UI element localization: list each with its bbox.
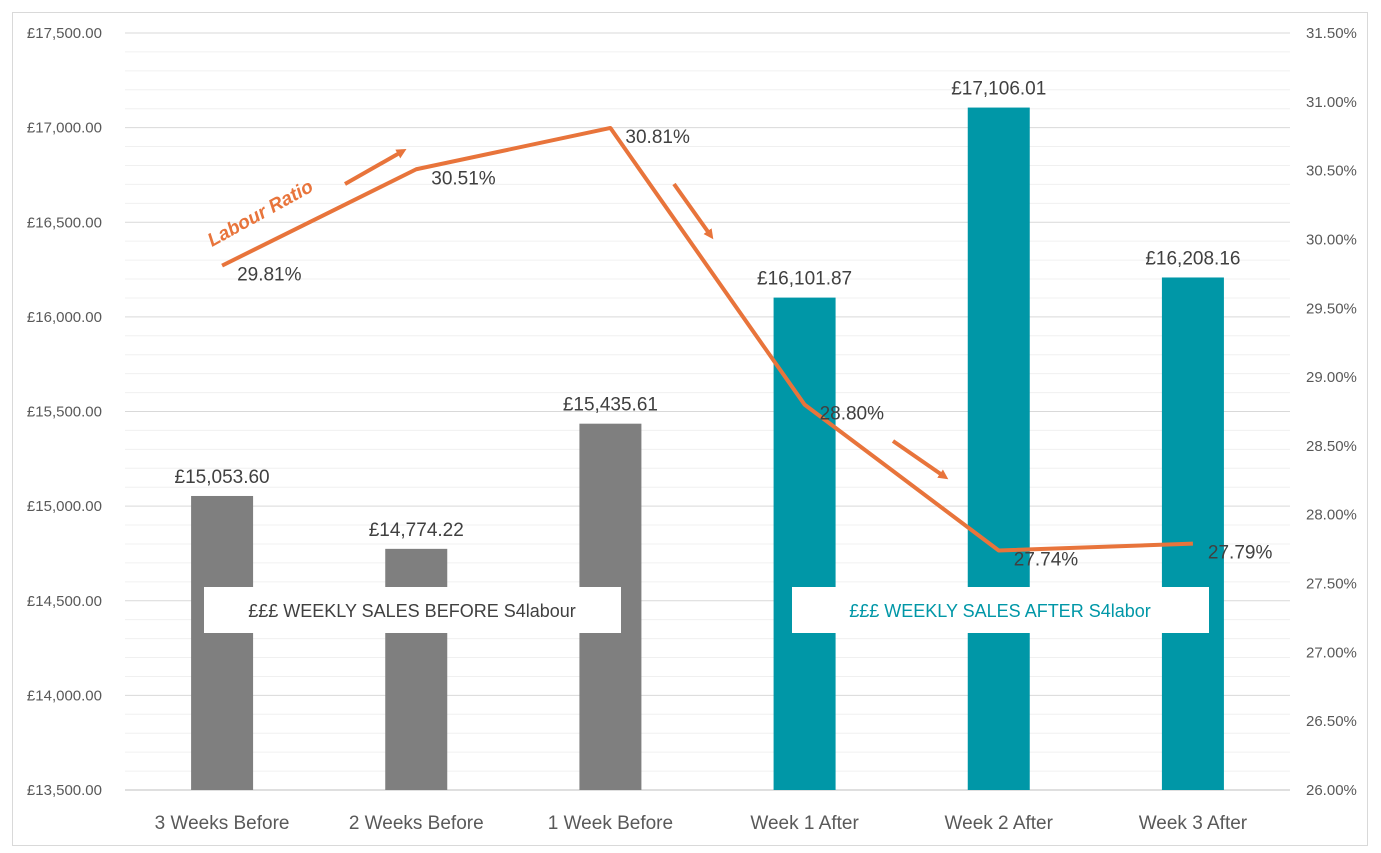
- x-category-label-2: 2 Weeks Before: [349, 813, 484, 834]
- bars-layer: [191, 107, 1224, 790]
- y-right-tick-label: 27.50%: [1306, 576, 1357, 593]
- x-category-label-5: Week 2 After: [945, 813, 1054, 834]
- after-box: [792, 587, 1209, 633]
- y-right-tick-label: 31.50%: [1306, 25, 1357, 42]
- line-value-label-1: 29.81%: [237, 265, 302, 286]
- line-value-label-4: 28.80%: [820, 404, 885, 425]
- labels-layer: £15,053.60 £14,774.22 £15,435.61 £16,101.87…: [175, 79, 1273, 571]
- labour-ratio-line: [221, 125, 1193, 553]
- x-category-label-3: 1 Week Before: [548, 813, 673, 834]
- trend-arrow-down-1: [672, 182, 714, 240]
- y-right-tick-label: 26.00%: [1306, 782, 1357, 799]
- y-left-tick-label: £15,500.00: [27, 404, 102, 421]
- y-left-tick-label: £17,000.00: [27, 120, 102, 137]
- y-left-tick-label: £17,500.00: [27, 25, 102, 42]
- bar-value-label-2: £14,774.22: [369, 520, 464, 541]
- line-value-label-6: 27.79%: [1208, 543, 1273, 564]
- y-left-tick-label: £14,000.00: [27, 687, 102, 704]
- line-value-label-3: 30.81%: [625, 127, 690, 148]
- y-left-tick-label: £16,500.00: [27, 214, 102, 231]
- line-value-label-2: 30.51%: [431, 168, 496, 189]
- x-category-label-1: 3 Weeks Before: [155, 813, 290, 834]
- bar-value-label-1: £15,053.60: [175, 467, 270, 488]
- y-left-tick-label: £16,000.00: [27, 309, 102, 326]
- bar-1: [191, 495, 254, 790]
- bar-2: [385, 548, 448, 790]
- x-category-label-6: Week 3 After: [1139, 813, 1248, 834]
- y-right-tick-label: 29.00%: [1306, 369, 1357, 386]
- y-left-tick-label: £14,500.00: [27, 593, 102, 610]
- bar-6: [1161, 277, 1224, 790]
- bar-5: [967, 107, 1030, 790]
- x-category-label-4: Week 1 After: [750, 813, 859, 834]
- y-right-tick-label: 28.50%: [1306, 438, 1357, 455]
- before-box: [204, 587, 621, 633]
- y-right-tick-label: 29.50%: [1306, 300, 1357, 317]
- bar-4: [773, 297, 836, 790]
- y-right-tick-label: 26.50%: [1306, 713, 1357, 730]
- y-left-tick-label: £15,000.00: [27, 498, 102, 515]
- trend-arrow-up: [344, 149, 407, 186]
- boxes-layer: £££ WEEKLY SALES BEFORE S4labour £££ WEE…: [204, 587, 1209, 633]
- trend-arrow-down-2: [891, 439, 949, 480]
- line-value-label-5: 27.74%: [1014, 550, 1079, 571]
- y-right-tick-label: 28.00%: [1306, 507, 1357, 524]
- bar-value-label-6: £16,208.16: [1145, 248, 1240, 269]
- chart-frame: [12, 12, 1368, 846]
- before-box-text: £££ WEEKLY SALES BEFORE S4labour: [248, 601, 576, 621]
- y-right-tick-label: 30.50%: [1306, 163, 1357, 180]
- y-right-tick-label: 27.00%: [1306, 644, 1357, 661]
- bar-value-label-4: £16,101.87: [757, 269, 852, 290]
- line-layer: [221, 125, 1193, 553]
- y-right-tick-label: 30.00%: [1306, 231, 1357, 248]
- axes-layer: £13,500.00 £14,000.00 £14,500.00 £15,000.00…: [27, 25, 1357, 834]
- y-left-tick-label: £13,500.00: [27, 782, 102, 799]
- y-right-tick-label: 31.00%: [1306, 94, 1357, 111]
- grid-layer: [125, 32, 1290, 791]
- bar-value-label-3: £15,435.61: [563, 395, 658, 416]
- after-box-text: £££ WEEKLY SALES AFTER S4labor: [849, 601, 1150, 621]
- labour-ratio-annotation: Labour Ratio: [204, 176, 317, 251]
- bar-value-label-5: £17,106.01: [951, 79, 1046, 100]
